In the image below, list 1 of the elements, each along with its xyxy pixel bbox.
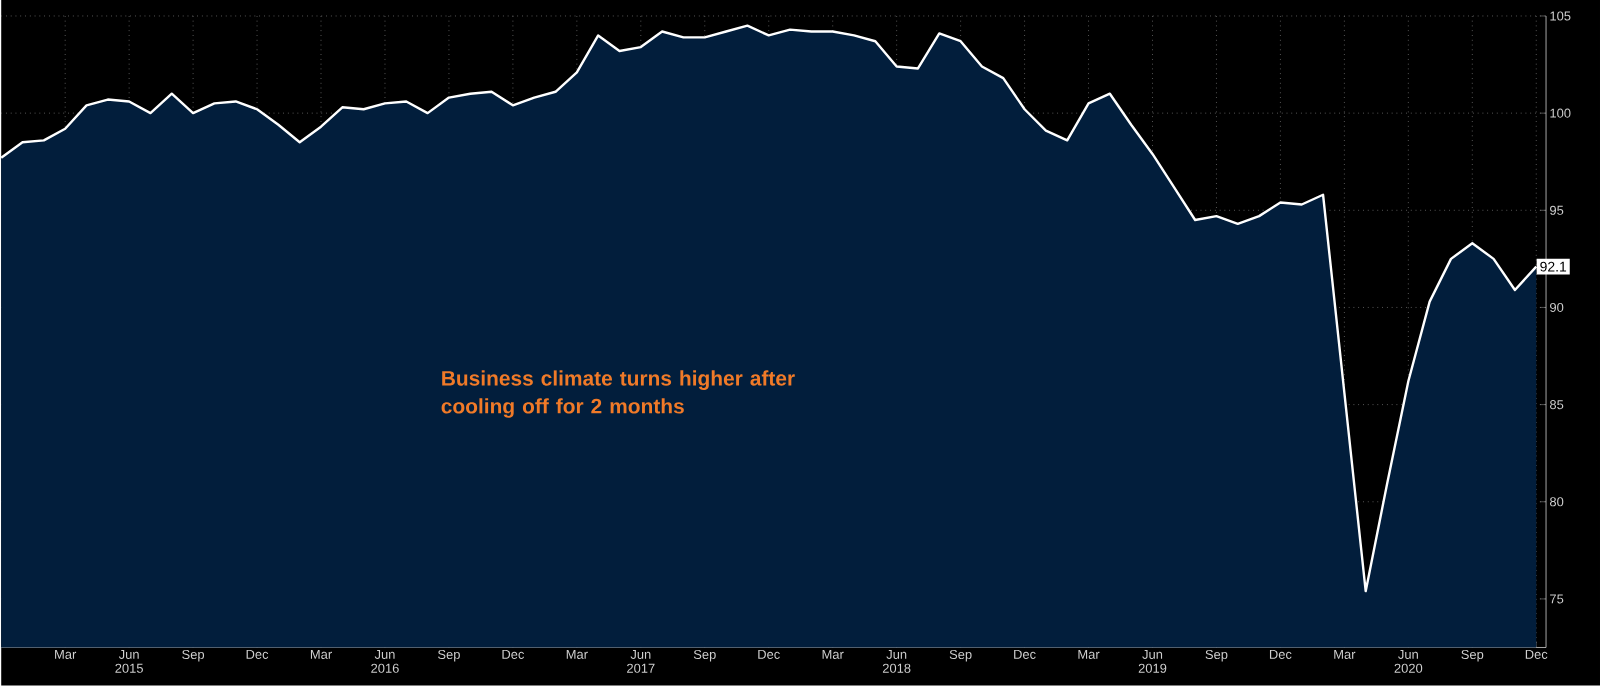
annotation: Business climate turns higher after cooling off for 2 months — [441, 370, 795, 419]
